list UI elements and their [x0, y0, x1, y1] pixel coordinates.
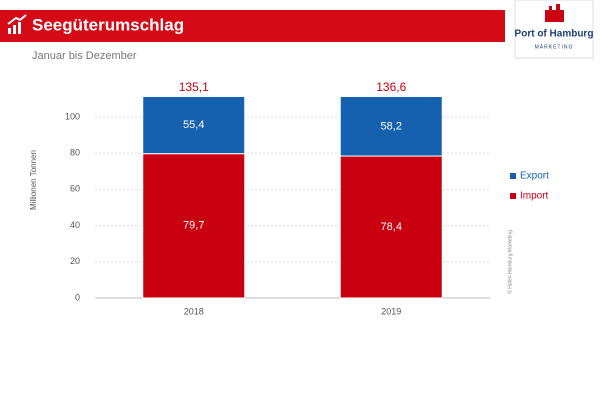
- value-label: 79,7: [183, 220, 204, 232]
- x-tick-label: 2019: [381, 306, 401, 316]
- source-note: © Hafen Hamburg Marketing: [506, 230, 513, 294]
- logo-tagline: MARKETING: [535, 44, 574, 50]
- value-label: 58,2: [381, 120, 402, 132]
- chart-subtitle: Januar bis Dezember: [32, 50, 137, 62]
- total-label: 136,6: [376, 80, 406, 94]
- bar-segment: [339, 97, 443, 157]
- header-icon: [7, 14, 27, 34]
- y-tick-label: 100: [65, 111, 80, 121]
- logo: Port of Hamburg MARKETING: [514, 0, 594, 59]
- y-tick-label: 40: [70, 220, 80, 230]
- header-bar: [0, 10, 505, 42]
- bar-segment: [142, 153, 246, 299]
- y-axis-label: Millionen Tonnen: [29, 150, 38, 210]
- legend-swatch: [510, 193, 516, 199]
- y-tick-label: 0: [75, 292, 80, 302]
- legend-label: Import: [520, 191, 549, 202]
- y-tick-label: 60: [70, 184, 80, 194]
- legend-swatch: [510, 173, 516, 179]
- total-label: 135,1: [179, 80, 209, 94]
- value-label: 78,4: [381, 221, 402, 233]
- logo-name: Port of Hamburg: [515, 29, 594, 40]
- y-tick-label: 20: [70, 256, 80, 266]
- plot-area: [142, 97, 443, 299]
- bar-segment: [142, 97, 246, 155]
- value-label: 55,4: [183, 119, 204, 131]
- bar-segment: [339, 155, 443, 299]
- y-tick-label: 80: [70, 148, 80, 158]
- legend-label: Export: [520, 171, 549, 182]
- chart-title: Seegüterumschlag: [32, 15, 184, 34]
- x-tick-label: 2018: [184, 306, 204, 316]
